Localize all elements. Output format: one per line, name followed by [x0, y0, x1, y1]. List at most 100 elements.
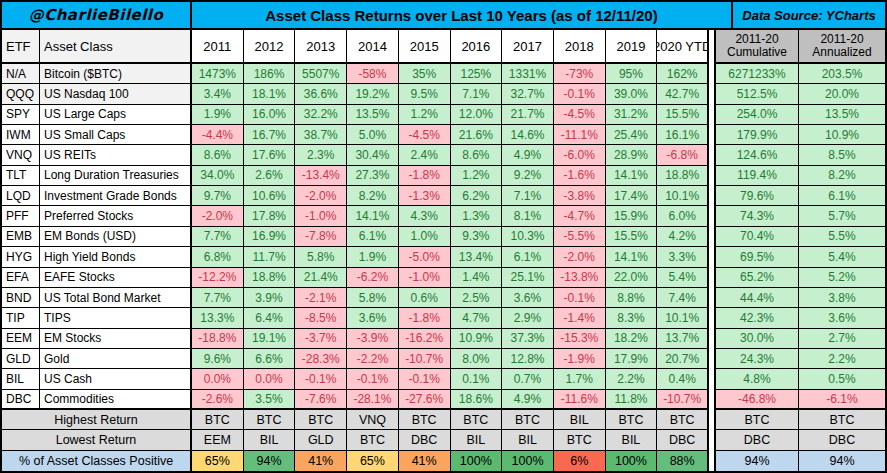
- cell-annualized: 5.2%: [799, 268, 885, 288]
- cell-return: 25.1%: [502, 268, 554, 288]
- cell-return: 11.7%: [244, 247, 296, 267]
- cell-return: 18.8%: [244, 268, 296, 288]
- cell-return: -2.0%: [554, 247, 606, 267]
- cell-return: -13.8%: [554, 268, 606, 288]
- cell-return: -58%: [347, 64, 399, 84]
- cell-return: -4.7%: [554, 206, 606, 226]
- cell-asset-name: Long Duration Treasuries: [40, 166, 192, 186]
- cell-asset-name: Bitcoin ($BTC): [40, 64, 192, 84]
- cell-return: 1.0%: [399, 227, 451, 247]
- cell-etf: GLD: [2, 349, 40, 369]
- cell-return: 16.1%: [657, 125, 709, 145]
- cell-return: -6.8%: [657, 145, 709, 165]
- cell-return: -6.2%: [347, 268, 399, 288]
- pct-positive-cell: 94%: [244, 451, 296, 471]
- cell-cumulative: 119.4%: [714, 166, 799, 186]
- cell-asset-name: Commodities: [40, 390, 192, 410]
- cell-return: -12.2%: [192, 268, 244, 288]
- pct-positive-cell: 41%: [295, 451, 347, 471]
- cell-return: 12.0%: [451, 105, 503, 125]
- cell-return: 36.6%: [295, 84, 347, 104]
- cell-return: 2.4%: [399, 145, 451, 165]
- header-annualized: 2011-20Annualized: [799, 30, 885, 64]
- cell-return: 27.3%: [347, 166, 399, 186]
- cell-etf: IWM: [2, 125, 40, 145]
- cell-return: -73%: [554, 64, 606, 84]
- cell-return: 7.7%: [192, 227, 244, 247]
- cell-return: 9.7%: [192, 186, 244, 206]
- cell-return: 38.7%: [295, 125, 347, 145]
- cell-return: 0.6%: [399, 288, 451, 308]
- summary-highest-cell: BTC: [502, 410, 554, 430]
- cell-return: 8.6%: [451, 145, 503, 165]
- cell-return: 35%: [399, 64, 451, 84]
- cell-return: 186%: [244, 64, 296, 84]
- cell-return: -5.0%: [399, 247, 451, 267]
- cell-return: 31.2%: [606, 105, 658, 125]
- summary-lowest-cell: BTC: [554, 430, 606, 450]
- cell-asset-name: US REITs: [40, 145, 192, 165]
- summary-highest-cell: BTC: [244, 410, 296, 430]
- cell-return: 21.6%: [451, 125, 503, 145]
- cell-return: 16.9%: [244, 227, 296, 247]
- cell-annualized: 3.6%: [799, 308, 885, 328]
- cell-return: 15.5%: [657, 105, 709, 125]
- cell-asset-name: Gold: [40, 349, 192, 369]
- cell-return: 8.1%: [502, 206, 554, 226]
- cell-return: -6.0%: [554, 145, 606, 165]
- cell-return: 21.4%: [295, 268, 347, 288]
- cell-return: -1.0%: [399, 268, 451, 288]
- cell-annualized: 10.9%: [799, 125, 885, 145]
- cell-return: 37.3%: [502, 329, 554, 349]
- summary-lowest-cell: DBC: [657, 430, 709, 450]
- cell-return: 34.0%: [192, 166, 244, 186]
- header-metric-label: Cumulative: [727, 46, 787, 59]
- summary-lowest-cell: BIL: [451, 430, 503, 450]
- cell-return: 32.7%: [502, 84, 554, 104]
- cell-return: 32.2%: [295, 105, 347, 125]
- cell-cumulative: 30.0%: [714, 329, 799, 349]
- header-year: 2018: [554, 30, 606, 64]
- cell-return: 10.9%: [451, 329, 503, 349]
- cell-asset-name: EM Bonds (USD): [40, 227, 192, 247]
- cell-return: 18.6%: [451, 390, 503, 410]
- cell-cumulative: 4.8%: [714, 369, 799, 389]
- summary-lowest-cell: EEM: [192, 430, 244, 450]
- cell-return: 10.6%: [244, 186, 296, 206]
- cell-return: -0.1%: [399, 369, 451, 389]
- header-year: 2020 YTD: [657, 30, 709, 64]
- cell-asset-name: EM Stocks: [40, 329, 192, 349]
- cell-return: 2.5%: [451, 288, 503, 308]
- cell-return: 1.2%: [451, 166, 503, 186]
- cell-return: 3.4%: [192, 84, 244, 104]
- cell-return: 39.0%: [606, 84, 658, 104]
- cell-return: 8.0%: [451, 349, 503, 369]
- summary-lowest-cell: BIL: [606, 430, 658, 450]
- pct-positive-cell: 100%: [502, 451, 554, 471]
- cell-return: 17.4%: [606, 186, 658, 206]
- cell-return: 6.1%: [502, 247, 554, 267]
- cell-return: 1.9%: [192, 105, 244, 125]
- cell-return: -1.6%: [554, 166, 606, 186]
- cell-annualized: 203.5%: [799, 64, 885, 84]
- cell-return: 25.4%: [606, 125, 658, 145]
- cell-return: -28.1%: [347, 390, 399, 410]
- header-etf: ETF: [2, 30, 40, 64]
- cell-return: -0.1%: [347, 369, 399, 389]
- cell-cumulative: 512.5%: [714, 84, 799, 104]
- cell-annualized: 8.5%: [799, 145, 885, 165]
- cell-return: 0.1%: [451, 369, 503, 389]
- summary-highest-label: Highest Return: [2, 410, 192, 430]
- summary-lowest-cell: BIL: [502, 430, 554, 450]
- cell-asset-name: US Nasdaq 100: [40, 84, 192, 104]
- header-year: 2014: [347, 30, 399, 64]
- cell-return: -4.5%: [554, 105, 606, 125]
- cell-etf: N/A: [2, 64, 40, 84]
- cell-annualized: 5.7%: [799, 206, 885, 226]
- cell-return: 15.9%: [606, 206, 658, 226]
- summary-highest-cell: BTC: [606, 410, 658, 430]
- pct-positive-cell: 100%: [606, 451, 658, 471]
- cell-return: 17.6%: [244, 145, 296, 165]
- cell-annualized: 6.1%: [799, 186, 885, 206]
- cell-return: 125%: [451, 64, 503, 84]
